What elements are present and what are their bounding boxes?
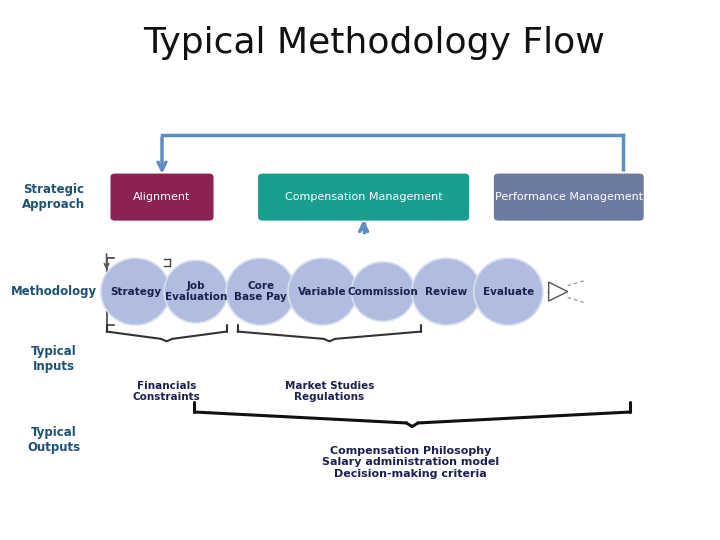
Ellipse shape	[412, 258, 481, 325]
Text: Performance Management: Performance Management	[495, 192, 643, 202]
Text: Commission: Commission	[348, 287, 418, 296]
Text: Methodology: Methodology	[11, 285, 97, 298]
Text: Typical Methodology Flow: Typical Methodology Flow	[143, 26, 606, 60]
Text: Typical
Outputs: Typical Outputs	[27, 426, 81, 454]
Text: Compensation Philosophy
Salary administration model
Decision-making criteria: Compensation Philosophy Salary administr…	[322, 446, 499, 478]
Ellipse shape	[101, 258, 170, 325]
Text: Core
Base Pay: Core Base Pay	[234, 281, 287, 302]
Text: Review: Review	[426, 287, 467, 296]
Text: Financials
Constraints: Financials Constraints	[132, 381, 201, 402]
Text: Alignment: Alignment	[133, 192, 191, 202]
Text: Compensation Management: Compensation Management	[285, 192, 442, 202]
FancyBboxPatch shape	[109, 173, 215, 221]
Ellipse shape	[474, 258, 543, 325]
Text: Typical
Inputs: Typical Inputs	[31, 345, 77, 373]
Text: Market Studies
Regulations: Market Studies Regulations	[284, 381, 374, 402]
Text: Variable: Variable	[298, 287, 347, 296]
Text: Strategic
Approach: Strategic Approach	[22, 183, 86, 211]
Ellipse shape	[164, 260, 228, 323]
FancyBboxPatch shape	[492, 173, 645, 221]
Ellipse shape	[288, 258, 357, 325]
Text: Evaluate: Evaluate	[482, 287, 534, 296]
Ellipse shape	[351, 262, 415, 321]
Text: Strategy: Strategy	[109, 287, 161, 296]
Text: Job
Evaluation: Job Evaluation	[165, 281, 227, 302]
Ellipse shape	[226, 258, 295, 325]
FancyBboxPatch shape	[257, 173, 470, 221]
